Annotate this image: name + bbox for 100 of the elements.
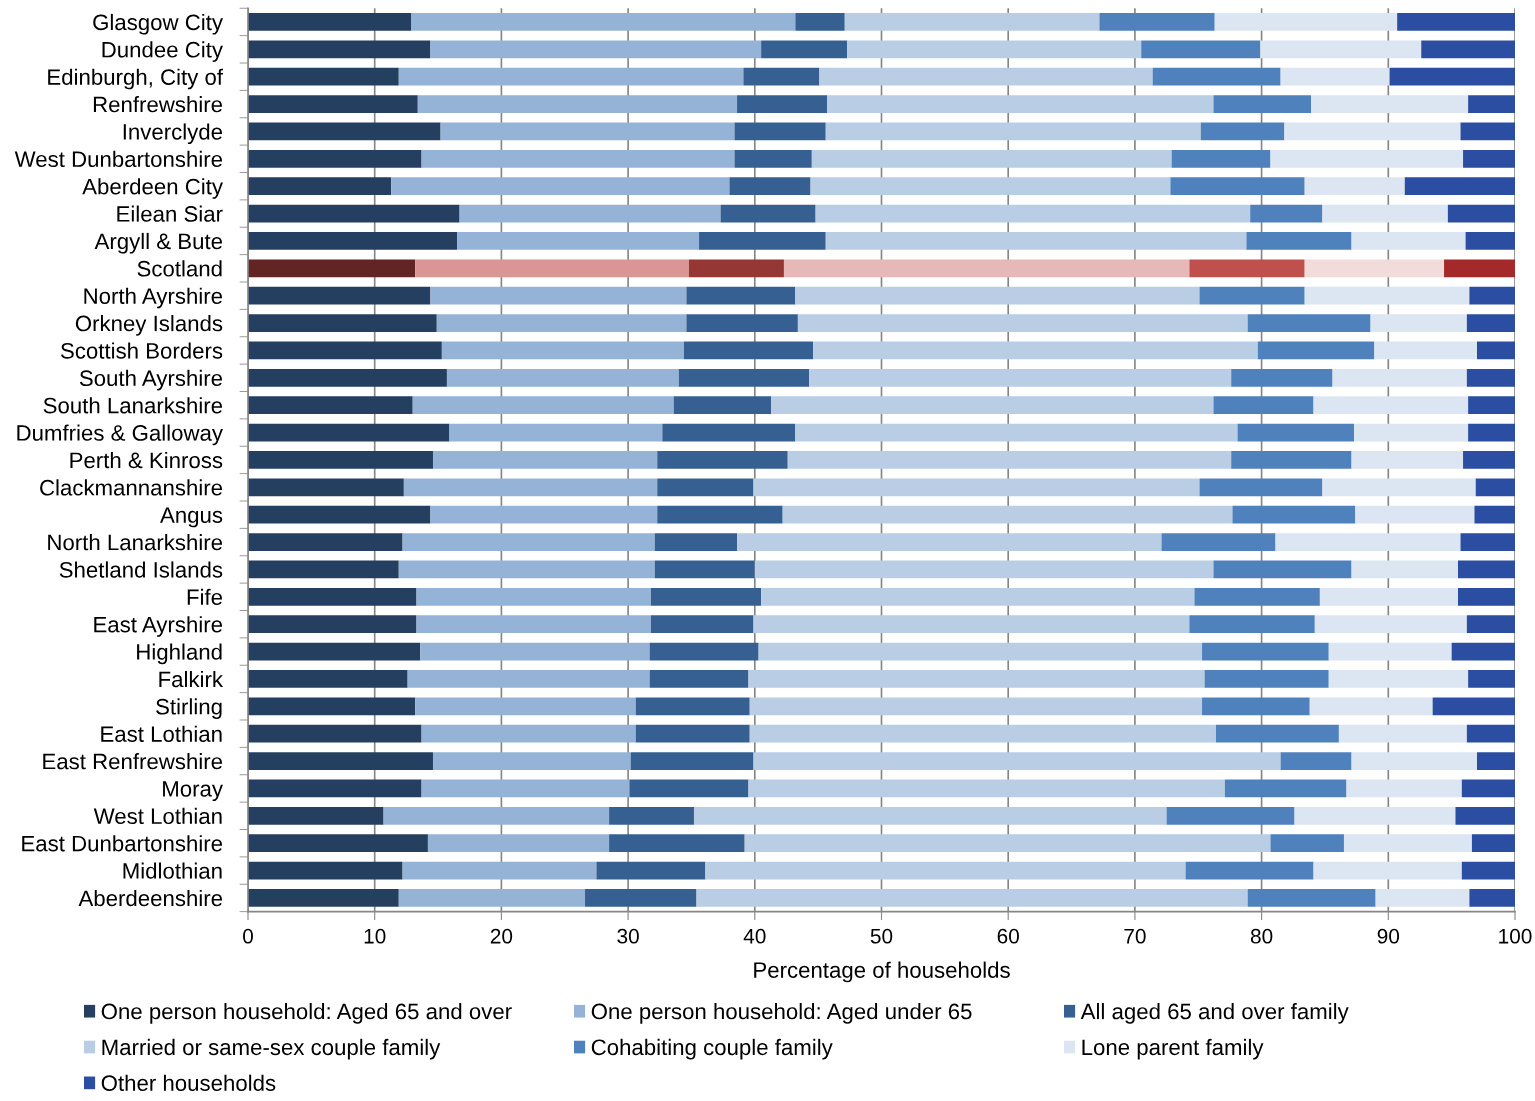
bar — [1351, 451, 1464, 469]
y-tick-label: Aberdeenshire — [78, 889, 223, 907]
bar — [1141, 40, 1261, 59]
bar — [1475, 478, 1515, 497]
bar — [1322, 478, 1476, 497]
bar — [1231, 368, 1333, 387]
bar — [1474, 505, 1515, 524]
bar — [609, 834, 745, 853]
bar — [1460, 122, 1515, 141]
y-tick-label: North Lanarkshire — [48, 534, 223, 551]
bar — [596, 861, 706, 880]
bar — [693, 806, 1167, 825]
bar — [1213, 560, 1352, 579]
bar — [1370, 314, 1467, 332]
bar — [1468, 95, 1515, 113]
bar — [1270, 149, 1464, 168]
bar — [1328, 642, 1452, 661]
bar — [248, 40, 431, 59]
bar — [1466, 615, 1515, 634]
x-tick-label: 70 — [1124, 928, 1146, 944]
bar — [847, 40, 1142, 59]
bar — [1332, 368, 1467, 387]
bar — [1189, 259, 1305, 278]
x-tick-label: 50 — [870, 928, 893, 944]
bar — [761, 587, 1195, 606]
bar — [248, 286, 431, 305]
bar — [1202, 642, 1329, 661]
bar — [248, 368, 447, 387]
bar — [734, 149, 812, 168]
bar — [1257, 341, 1375, 360]
bar — [696, 889, 1248, 907]
x-tick-label: 20 — [490, 928, 513, 944]
bar — [650, 615, 754, 634]
bar — [657, 505, 783, 524]
legend-label: Married or same-sex couple family — [102, 1038, 441, 1060]
bar — [1237, 423, 1355, 442]
bar — [683, 341, 814, 360]
y-tick-label: Shetland Islands — [59, 561, 223, 578]
bar — [686, 314, 798, 332]
bar — [1319, 587, 1458, 606]
bar — [749, 724, 1216, 743]
bar — [657, 451, 788, 469]
bar — [1432, 697, 1515, 716]
bar — [248, 95, 418, 113]
bar — [1194, 587, 1320, 606]
bar — [420, 642, 650, 661]
bar — [1397, 13, 1515, 31]
bar — [407, 670, 650, 688]
y-tick-label: North Ayrshire — [84, 287, 223, 309]
bar — [744, 834, 1271, 853]
bar — [415, 259, 689, 278]
y-tick-label: Clackmannanshire — [40, 479, 223, 496]
bar — [383, 806, 610, 825]
bar — [1322, 204, 1448, 223]
bar — [1447, 204, 1515, 223]
bar — [1444, 259, 1515, 278]
bar — [1309, 697, 1433, 716]
bar — [248, 615, 417, 634]
y-tick-label: Aberdeen City — [82, 178, 223, 199]
bar — [403, 478, 658, 497]
bar — [1463, 451, 1515, 469]
bar — [705, 861, 1186, 880]
bar — [1215, 724, 1339, 743]
bar — [771, 396, 1214, 415]
bar — [1338, 724, 1467, 743]
bar — [1213, 396, 1314, 415]
legend-label: One person household: Aged under 65 — [591, 1003, 972, 1024]
bar — [753, 478, 1200, 497]
y-tick-label: East Ayrshire — [94, 616, 223, 637]
bar — [1247, 889, 1376, 907]
bar — [1199, 478, 1323, 497]
bar — [753, 615, 1190, 634]
bar — [748, 670, 1205, 688]
bar — [432, 752, 631, 770]
bar — [402, 533, 655, 551]
x-tick-label: 10 — [364, 928, 386, 944]
bar — [248, 341, 442, 360]
bar — [248, 560, 399, 579]
bar — [1328, 670, 1469, 688]
y-tick-label: Highland — [137, 643, 222, 665]
bar — [699, 232, 826, 250]
bar — [1313, 861, 1462, 880]
bar — [1200, 122, 1285, 141]
bar — [737, 95, 828, 113]
x-tick-label: 0 — [243, 928, 253, 944]
x-tick-label: 40 — [743, 928, 766, 944]
bar — [662, 423, 796, 442]
y-tick-label: Fife — [187, 588, 223, 606]
bar — [421, 724, 636, 743]
bar — [1461, 779, 1515, 798]
bar — [459, 204, 721, 223]
bar — [248, 587, 417, 606]
bar — [1199, 286, 1305, 305]
y-tick-label: Eilean Siar — [117, 205, 223, 222]
bar — [1468, 396, 1515, 415]
bar — [1404, 177, 1515, 196]
y-tick-label: West Lothian — [93, 807, 222, 825]
bar — [761, 40, 848, 59]
y-tick-label: Scotland — [137, 260, 222, 277]
bar — [440, 122, 735, 141]
